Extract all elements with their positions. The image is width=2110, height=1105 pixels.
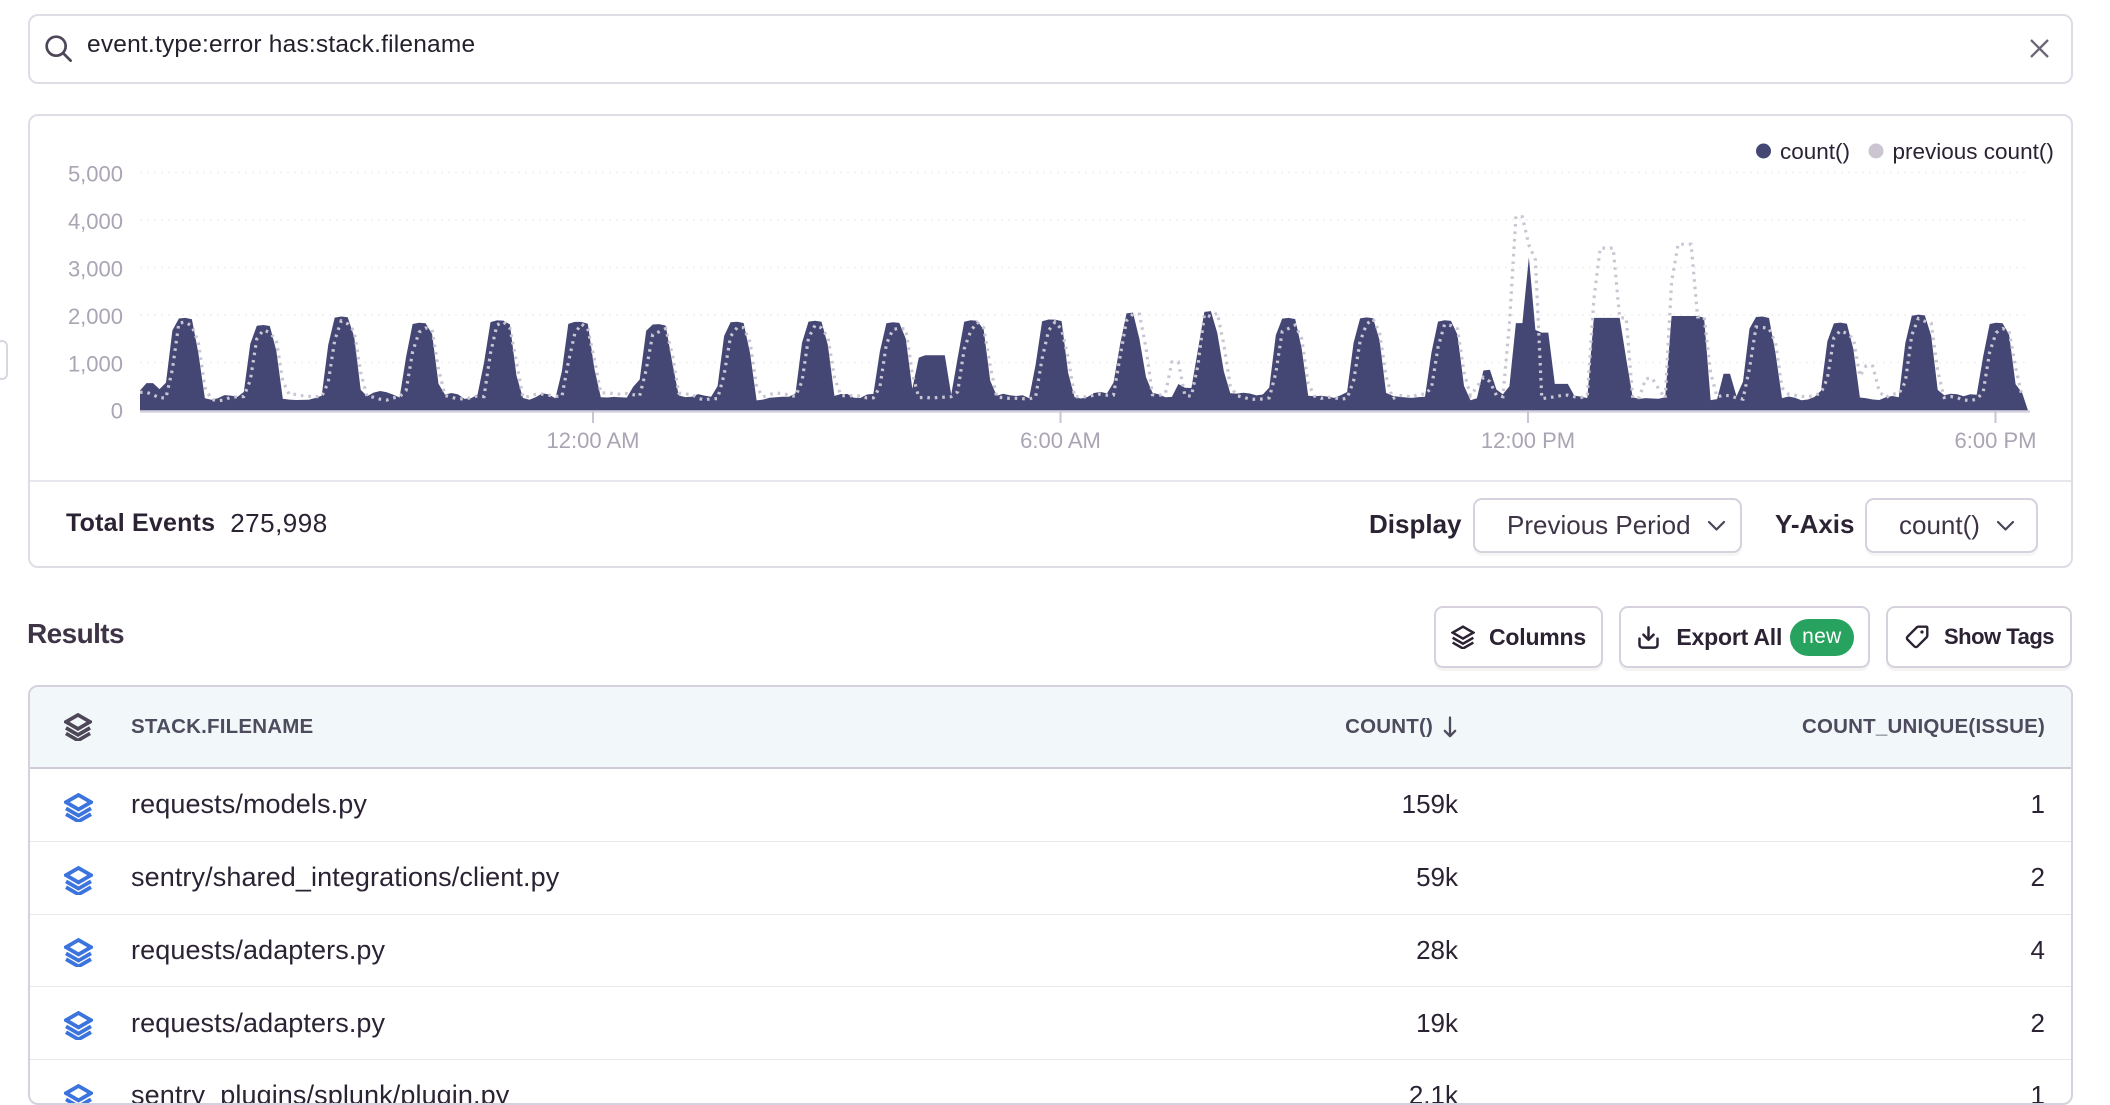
svg-text:0: 0 bbox=[111, 399, 123, 424]
svg-text:5,000: 5,000 bbox=[68, 162, 123, 187]
svg-text:12:00 PM: 12:00 PM bbox=[1481, 428, 1575, 453]
svg-text:previous count(): previous count() bbox=[1893, 139, 2054, 164]
svg-text:6:00 PM: 6:00 PM bbox=[1955, 428, 2037, 453]
svg-text:3,000: 3,000 bbox=[68, 257, 123, 282]
svg-text:1,000: 1,000 bbox=[68, 352, 123, 377]
svg-text:12:00 AM: 12:00 AM bbox=[547, 428, 640, 453]
svg-text:2,000: 2,000 bbox=[68, 304, 123, 329]
svg-text:count(): count() bbox=[1780, 139, 1850, 164]
svg-text:6:00 AM: 6:00 AM bbox=[1020, 428, 1101, 453]
svg-text:4,000: 4,000 bbox=[68, 209, 123, 234]
